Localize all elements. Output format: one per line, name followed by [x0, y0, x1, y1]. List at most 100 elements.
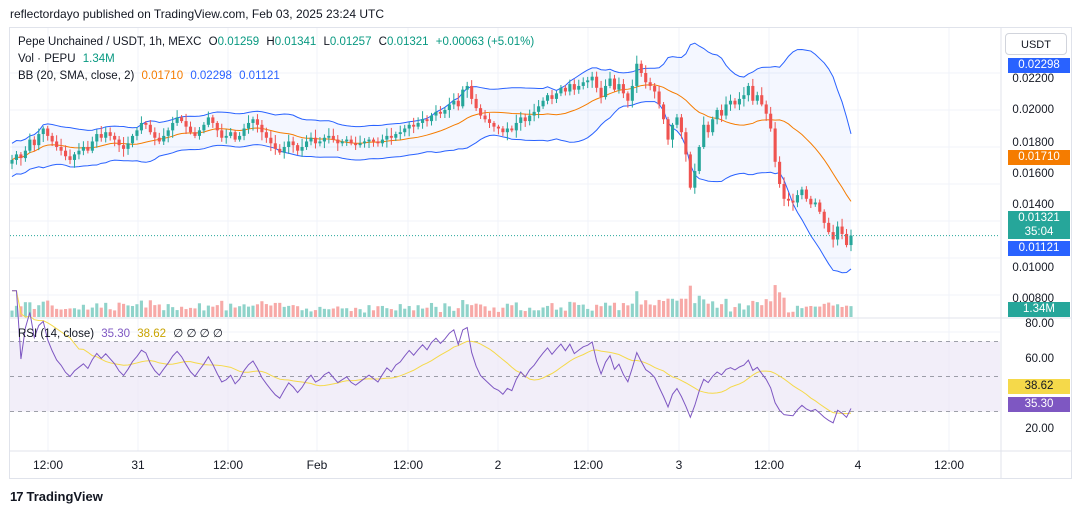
brand-text: TradingView	[26, 489, 103, 504]
candle-body	[532, 111, 536, 116]
volume-bar	[795, 305, 800, 317]
candle-body	[144, 122, 148, 125]
volume-bar	[563, 310, 567, 317]
volume-bar	[456, 308, 460, 317]
volume-bar	[537, 310, 541, 317]
candle-body	[72, 154, 77, 160]
volume-bar	[224, 310, 228, 317]
candle-body	[844, 233, 849, 246]
candle-body	[313, 137, 318, 144]
volume-bar	[554, 309, 559, 317]
candle-body	[126, 143, 130, 149]
volume-bar	[572, 302, 576, 317]
candle-body	[456, 100, 460, 107]
candle-body	[206, 117, 210, 125]
volume-bar	[144, 307, 148, 317]
price-tick: 0.01000	[1012, 262, 1054, 274]
candle-body	[827, 222, 831, 233]
candle-body	[282, 147, 286, 153]
volume-bar	[309, 311, 313, 317]
volume-bar	[358, 309, 362, 317]
tradingview-brand[interactable]: 17 TradingView	[10, 489, 103, 504]
candle-body	[50, 135, 54, 142]
volume-bar	[840, 306, 844, 317]
candle-body	[505, 128, 509, 133]
volume-bar	[260, 301, 264, 317]
volume-bar	[487, 310, 492, 317]
candle-body	[300, 147, 304, 151]
candle-body	[751, 85, 755, 101]
candle-body	[617, 84, 621, 90]
currency-unit-button[interactable]: USDT	[1005, 33, 1067, 55]
volume-bar	[220, 300, 224, 317]
candle-body	[394, 134, 398, 138]
candle-body	[559, 87, 563, 94]
volume-bar	[474, 303, 478, 317]
candle-body	[572, 84, 576, 90]
volume-bar	[10, 310, 14, 317]
volume-bar	[313, 310, 318, 317]
volume-bar	[229, 303, 233, 317]
candle-body	[354, 143, 358, 146]
candle-body	[264, 132, 268, 138]
candle-body	[434, 111, 438, 116]
volume-bar	[197, 303, 201, 317]
candle-body	[403, 128, 407, 133]
volume-bar	[831, 305, 835, 317]
candle-body	[242, 128, 246, 136]
volume-bar	[188, 307, 193, 317]
candle-body	[438, 111, 442, 114]
volume-bar	[63, 309, 68, 317]
volume-bar	[269, 305, 273, 317]
volume-bar	[733, 307, 737, 317]
volume-bar	[278, 302, 282, 317]
volume-bar	[251, 305, 255, 317]
last-price-badge: 0.01321 35:04	[1008, 211, 1070, 239]
candle-body	[162, 135, 166, 142]
volume-bar	[385, 308, 389, 317]
volume-bar	[528, 307, 532, 317]
candle-body	[10, 159, 14, 164]
volume-bar	[238, 306, 242, 317]
candle-body	[711, 119, 715, 133]
candle-body	[586, 80, 590, 83]
volume-bar	[447, 306, 451, 317]
volume-bar	[95, 303, 99, 317]
volume-bar	[371, 310, 376, 317]
candle-body	[331, 135, 335, 140]
candle-body	[380, 139, 384, 144]
volume-bar	[345, 308, 349, 317]
legend-volume-value: 1.34M	[82, 53, 115, 65]
candle-body	[46, 128, 50, 136]
legend-volume-label[interactable]: Vol · PEPU	[18, 53, 76, 65]
candle-body	[577, 85, 581, 90]
volume-bar	[28, 302, 32, 317]
candle-body	[157, 137, 161, 142]
candle-body	[639, 63, 643, 73]
candle-body	[251, 119, 255, 123]
candle-body	[345, 139, 349, 142]
candle-body	[278, 148, 282, 153]
volume-bar	[108, 309, 112, 317]
candle-body	[104, 132, 108, 138]
bb-lower-badge: 0.01121	[1008, 241, 1070, 256]
volume-bar	[304, 308, 309, 317]
volume-bar	[849, 306, 853, 317]
legend-bb-label[interactable]: BB (20, SMA, close, 2)	[18, 70, 135, 82]
time-label: Feb	[306, 458, 328, 472]
volume-bar	[702, 299, 706, 317]
candle-body	[778, 161, 782, 184]
candle-body	[407, 124, 411, 129]
time-label: 12:00	[212, 458, 244, 472]
volume-bar	[148, 300, 152, 317]
volume-bar	[403, 308, 407, 317]
legend-bb-upper: 0.02298	[190, 70, 232, 82]
time-label: 2	[494, 458, 502, 472]
candle-body	[818, 202, 822, 212]
legend-rsi-label[interactable]: RSI (14, close)	[18, 328, 95, 340]
rsi-tick: 80.00	[1025, 318, 1054, 330]
legend-symbol[interactable]: Pepe Unchained / USDT, 1h, MEXC	[18, 36, 202, 48]
candle-body	[385, 135, 389, 140]
volume-bar	[246, 306, 251, 317]
